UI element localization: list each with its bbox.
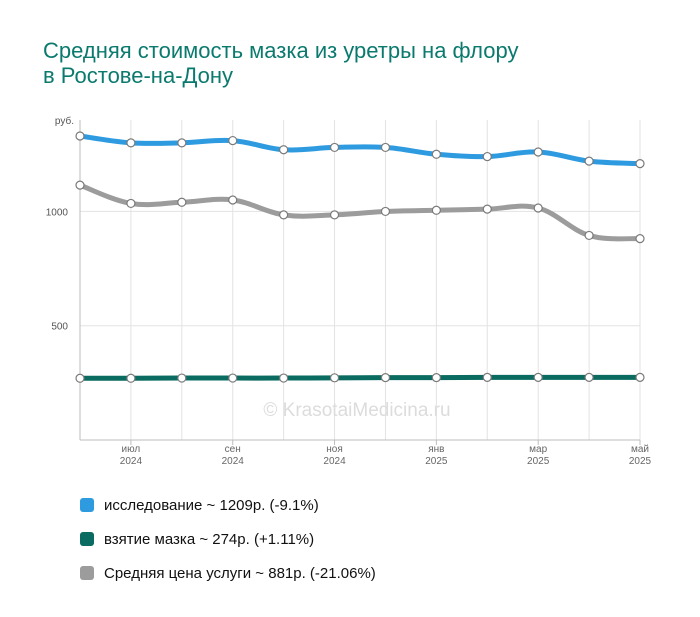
data-point <box>380 373 391 383</box>
watermark: © KrasotaiMedicina.ru <box>263 400 450 421</box>
x-tick-label-year: 2024 <box>323 456 346 467</box>
data-point <box>177 373 187 383</box>
data-point <box>75 373 85 383</box>
y-tick-label: 1000 <box>46 207 69 218</box>
data-point <box>635 234 645 244</box>
series-line <box>77 182 643 242</box>
data-point <box>533 203 543 213</box>
data-point <box>482 204 492 214</box>
data-point <box>482 372 492 382</box>
data-point <box>584 156 594 166</box>
chart-title: Средняя стоимость мазка из уретры на фло… <box>43 38 518 88</box>
data-point <box>177 197 187 207</box>
legend-label-average: Средняя цена услуги ~ 881р. (-21.06%) <box>104 564 376 582</box>
data-point <box>126 138 136 148</box>
series-1 <box>75 372 645 383</box>
data-point <box>533 147 543 157</box>
grid-layer: 5001000руб.июл2024сен2024ноя2024янв2025м… <box>46 115 652 467</box>
data-point <box>126 373 136 383</box>
data-point <box>380 142 391 153</box>
legend-item-swab[interactable]: взятие мазка ~ 274р. (+1.11%) <box>80 522 376 556</box>
y-axis-label: руб. <box>55 115 74 127</box>
series-0 <box>75 131 645 169</box>
data-point <box>635 159 645 169</box>
data-point <box>228 195 238 205</box>
data-point <box>329 142 340 153</box>
y-tick-label: 500 <box>51 322 68 333</box>
data-point <box>431 373 441 383</box>
data-point <box>482 151 492 162</box>
data-point <box>584 372 594 382</box>
data-point <box>228 135 238 146</box>
legend-item-average[interactable]: Средняя цена услуги ~ 881р. (-21.06%) <box>80 556 376 590</box>
legend-item-study[interactable]: исследование ~ 1209р. (-9.1%) <box>80 488 376 522</box>
legend-label-swab: взятие мазка ~ 274р. (+1.11%) <box>104 530 315 548</box>
data-point <box>279 210 289 220</box>
x-tick-label-month: май <box>631 444 649 455</box>
legend-swatch-study <box>80 498 94 512</box>
data-point <box>75 180 85 190</box>
series-2 <box>75 180 645 244</box>
data-point <box>279 373 289 383</box>
x-tick-label-month: ноя <box>326 444 343 455</box>
series-line <box>77 133 643 167</box>
legend-label-study: исследование ~ 1209р. (-9.1%) <box>104 496 319 514</box>
legend-swatch-average <box>80 566 94 580</box>
x-tick-label-month: сен <box>225 444 241 455</box>
x-tick-label-year: 2025 <box>527 456 550 467</box>
data-point <box>75 131 85 141</box>
x-tick-label-year: 2024 <box>120 456 143 467</box>
data-point <box>533 372 543 382</box>
data-point <box>279 145 289 155</box>
legend: исследование ~ 1209р. (-9.1%) взятие маз… <box>80 488 376 590</box>
data-point <box>329 210 340 220</box>
data-point <box>228 373 238 383</box>
data-point <box>584 230 594 241</box>
x-tick-label-month: янв <box>428 444 444 455</box>
x-tick-label-month: июл <box>122 444 141 455</box>
data-point <box>380 206 391 217</box>
chart-title-line-2: в Ростове-на-Дону <box>43 63 234 88</box>
x-tick-label-year: 2025 <box>629 456 652 467</box>
legend-swatch-swab <box>80 532 94 546</box>
data-point <box>431 149 441 159</box>
data-point <box>635 372 645 382</box>
x-tick-label-year: 2024 <box>222 456 245 467</box>
x-tick-label-month: мар <box>529 444 547 455</box>
series-line <box>77 374 643 381</box>
data-point <box>126 198 136 209</box>
data-point <box>329 373 340 383</box>
data-point <box>177 138 187 148</box>
data-point <box>431 205 441 215</box>
x-tick-label-year: 2025 <box>425 456 448 467</box>
chart-title-line-1: Средняя стоимость мазка из уретры на фло… <box>43 38 519 63</box>
